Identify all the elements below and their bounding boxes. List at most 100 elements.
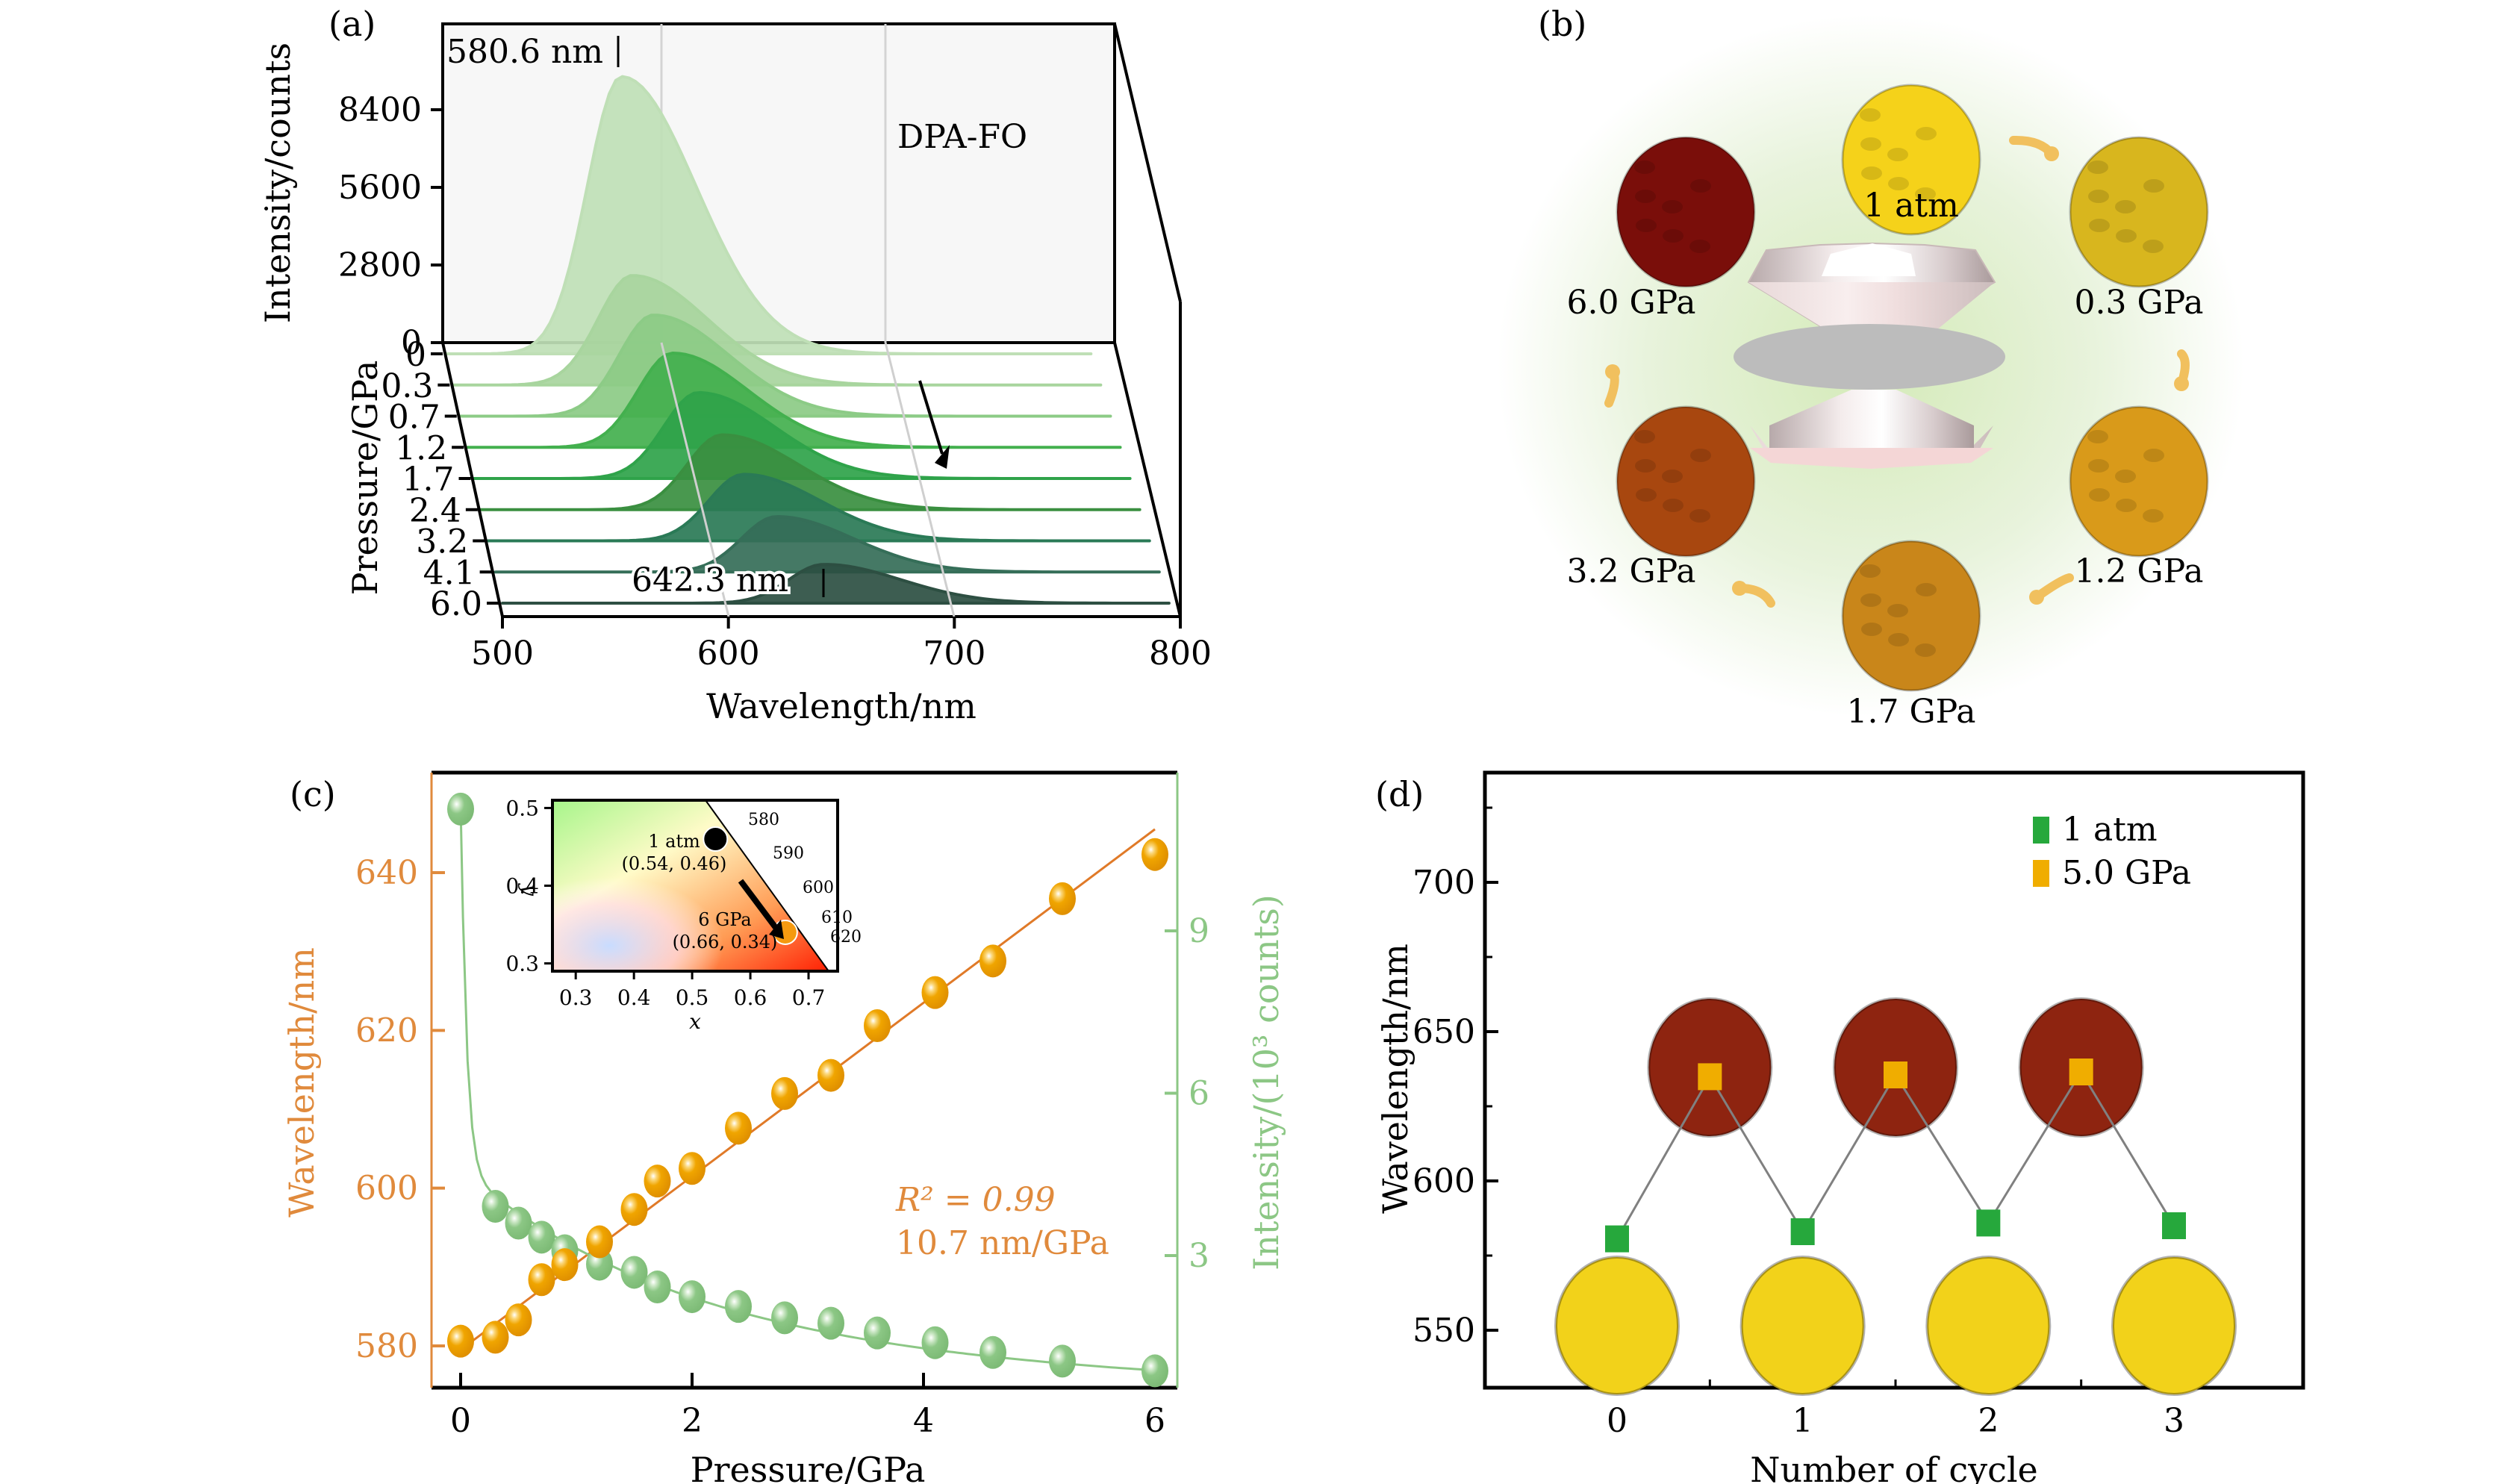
- x-tick-label: 2: [1978, 1402, 1999, 1440]
- legend-label: 5.0 GPa: [2062, 854, 2191, 892]
- x-tick-label: 1: [1792, 1402, 1813, 1440]
- panel-c-label: (c): [290, 774, 336, 814]
- y-tick-label: 600: [1412, 1162, 1475, 1200]
- intensity-point: [864, 1316, 891, 1350]
- y-tick-label: 5600: [338, 169, 422, 207]
- locus-label: 620: [830, 928, 862, 947]
- x-tick-label: 500: [471, 635, 534, 673]
- slope-label: 10.7 nm/GPa: [896, 1224, 1109, 1262]
- intensity-point: [679, 1280, 706, 1314]
- cie-point-label: 6 GPa: [698, 909, 751, 930]
- ticks: 0 1 2 3 550 600 650 700: [1412, 806, 2184, 1440]
- ambient-point: [2162, 1212, 2186, 1239]
- y-tick-label: 650: [1412, 1013, 1475, 1051]
- wavelength-point: [620, 1193, 648, 1226]
- texture-spot: [1689, 509, 1710, 523]
- ticks: 0 2 4 6 580 600 620 640 3 6 9: [355, 854, 1209, 1440]
- texture-spot: [1634, 430, 1655, 443]
- texture-spot: [1861, 166, 1882, 180]
- texture-spot: [1860, 593, 1881, 607]
- frame-right-slant: [1113, 342, 1182, 617]
- shift-arrow: [918, 380, 944, 455]
- intensity-point: [528, 1220, 555, 1254]
- texture-spot: [1663, 499, 1683, 512]
- y2-tick-label: 3: [1189, 1237, 1209, 1275]
- panel-b: (b) 1 atm 0.3 GPa 1.2 GPa 1.7 GPa 3.2 GPa 6.0…: [1498, 4, 2244, 731]
- x-tick-label: 0: [450, 1402, 471, 1440]
- ambient-photo: [1739, 1256, 1866, 1396]
- texture-spot: [1888, 633, 1909, 646]
- peak-label-start: 580.6 nm: [446, 33, 603, 71]
- wavelength-point: [1141, 838, 1168, 871]
- intensity-point: [725, 1290, 752, 1324]
- pressure-tick-label: 0.3: [381, 367, 433, 405]
- sample-photo-1-atm: [1841, 84, 1981, 236]
- texture-spot: [1915, 643, 1936, 657]
- ambient-photo: [2111, 1256, 2237, 1396]
- sample-label: 1.7 GPa: [1847, 693, 1976, 731]
- intensity-point: [771, 1301, 798, 1335]
- wavelength-point: [528, 1263, 555, 1297]
- pressure-tick-label: 0.7: [388, 399, 440, 437]
- plot-frame: [1483, 770, 2305, 1390]
- y2-tick-label: 9: [1189, 912, 1209, 950]
- inset-x-tick-label: 0.5: [676, 985, 709, 1010]
- intensity-point: [620, 1256, 648, 1289]
- wavelength-point: [644, 1165, 671, 1198]
- y-tick-label: 8400: [338, 91, 422, 129]
- sample-photo-1.7-GPa: [1841, 540, 1981, 692]
- inset-y-tick-label: 0.3: [505, 952, 539, 976]
- x-tick-label: 6: [1144, 1402, 1165, 1440]
- y-tick-label: 600: [355, 1170, 418, 1208]
- texture-spot: [1916, 583, 1937, 596]
- texture-spot: [1860, 564, 1881, 578]
- inset-x-tick-label: 0.4: [617, 985, 651, 1010]
- texture-spot: [1662, 470, 1683, 483]
- ambient-photo: [1554, 1256, 1680, 1396]
- texture-spot: [2087, 160, 2108, 174]
- panel-a-label: (a): [328, 4, 376, 44]
- sample-photo-0.3-GPa: [2069, 136, 2209, 288]
- spectrum-1.2: [464, 352, 1122, 449]
- y-tick-label: 640: [355, 854, 418, 892]
- intensity-point: [921, 1326, 949, 1359]
- sample-photos: 1 atm 0.3 GPa 1.2 GPa 1.7 GPa 3.2 GPa 6.0 GPa: [1567, 84, 2209, 731]
- intensity-point: [482, 1190, 509, 1223]
- ambient-point: [1976, 1209, 2001, 1237]
- x-tick-label: 4: [913, 1402, 934, 1440]
- y-tick-label: 700: [1412, 864, 1475, 902]
- ambient-point: [1605, 1225, 1629, 1253]
- texture-spot: [2116, 229, 2137, 243]
- frame-top-slant: [1113, 23, 1182, 302]
- texture-spot: [2089, 488, 2110, 502]
- pressure-tick-label: 1.2: [395, 429, 447, 467]
- arrow-head: [1732, 581, 1747, 596]
- pressure-tick-label: 6.0: [430, 585, 482, 623]
- texture-spot: [2088, 190, 2109, 203]
- y-axis-title: Intensity/counts: [258, 43, 298, 323]
- arrow-head: [2174, 376, 2189, 391]
- panel-b-label: (b): [1538, 4, 1586, 44]
- r-squared-label: R² = 0.99: [895, 1181, 1056, 1219]
- texture-spot: [1887, 604, 1908, 617]
- y-tick-label: 0: [401, 324, 422, 362]
- diamond-anvil-cell-icon: [1734, 242, 2005, 469]
- locus-label: 580: [748, 811, 779, 829]
- inset-x-tick-label: 0.3: [559, 985, 593, 1010]
- locus-label: 610: [821, 908, 853, 927]
- sample-label: 1 atm: [1863, 187, 1959, 225]
- pressure-point: [1698, 1063, 1722, 1091]
- texture-spot: [1634, 160, 1655, 174]
- pressure-axis-title: Pressure/GPa: [345, 361, 385, 596]
- panel-d-label: (d): [1375, 774, 1424, 814]
- texture-spot: [2116, 499, 2137, 512]
- sample-photo-6.0-GPa: [1616, 136, 1756, 288]
- spectrum-0.7: [458, 314, 1112, 418]
- wavelength-point: [979, 944, 1006, 978]
- data-points: [1605, 1059, 2186, 1253]
- wavelength-point: [771, 1076, 798, 1110]
- back-plane: [441, 22, 1116, 344]
- texture-spot: [2115, 470, 2136, 483]
